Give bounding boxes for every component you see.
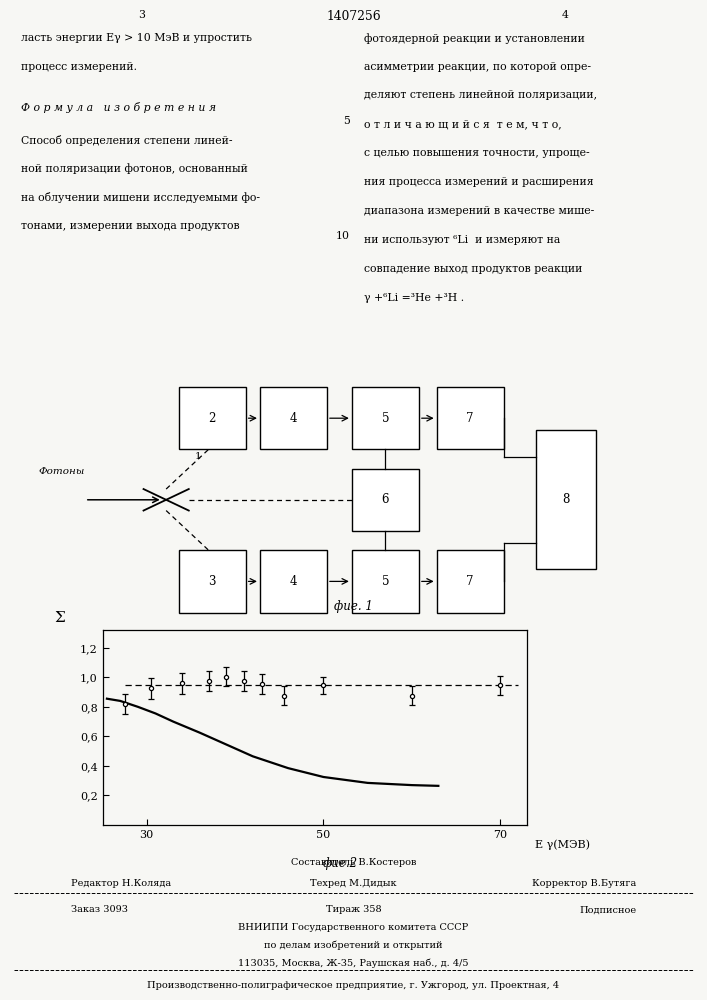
- Text: тонами, измерении выхода продуктов: тонами, измерении выхода продуктов: [21, 221, 240, 231]
- Text: 3: 3: [209, 575, 216, 588]
- Text: 5: 5: [343, 115, 350, 125]
- Text: 1407256: 1407256: [326, 10, 381, 23]
- Text: на облучении мишени исследуемыми фо-: на облучении мишени исследуемыми фо-: [21, 192, 260, 203]
- Text: с целью повышения точности, упроще-: с целью повышения точности, упроще-: [364, 148, 590, 158]
- Text: Подписное: Подписное: [579, 905, 636, 914]
- Text: Производственно-полиграфическое предприятие, г. Ужгород, ул. Проектная, 4: Производственно-полиграфическое предприя…: [148, 981, 559, 990]
- Text: 7: 7: [467, 575, 474, 588]
- Text: совпадение выход продуктов реакции: совпадение выход продуктов реакции: [364, 264, 583, 274]
- FancyBboxPatch shape: [260, 387, 327, 449]
- Text: 10: 10: [336, 231, 350, 241]
- Text: ласть энергии Eγ > 10 МэВ и упростить: ласть энергии Eγ > 10 МэВ и упростить: [21, 33, 252, 43]
- Text: процесс измерений.: процесс измерений.: [21, 62, 137, 72]
- Text: 4: 4: [562, 10, 569, 20]
- Text: 6: 6: [382, 493, 389, 506]
- Text: Корректор В.Бутяга: Корректор В.Бутяга: [532, 879, 636, 888]
- Text: γ +⁶Li =³He +³H .: γ +⁶Li =³He +³H .: [364, 293, 464, 303]
- Text: E γ(МЭВ): E γ(МЭВ): [535, 839, 590, 850]
- Text: 8: 8: [562, 493, 569, 506]
- Text: 113035, Москва, Ж-35, Раушская наб., д. 4/5: 113035, Москва, Ж-35, Раушская наб., д. …: [238, 959, 469, 968]
- Text: о т л и ч а ю щ и й с я  т е м, ч т о,: о т л и ч а ю щ и й с я т е м, ч т о,: [364, 119, 562, 129]
- Text: диапазона измерений в качестве мише-: диапазона измерений в качестве мише-: [364, 206, 595, 216]
- Text: ни используют ⁶Li  и измеряют на: ни используют ⁶Li и измеряют на: [364, 235, 561, 245]
- Text: ВНИИПИ Государственного комитета СССР: ВНИИПИ Государственного комитета СССР: [238, 923, 469, 932]
- FancyBboxPatch shape: [536, 430, 595, 569]
- FancyBboxPatch shape: [178, 550, 246, 613]
- Text: Редактор Н.Коляда: Редактор Н.Коляда: [71, 879, 171, 888]
- Text: ния процесса измерений и расширения: ния процесса измерений и расширения: [364, 177, 594, 187]
- Text: Техред М.Дидык: Техред М.Дидык: [310, 879, 397, 888]
- Text: Σ: Σ: [54, 611, 66, 625]
- Text: 2: 2: [209, 412, 216, 425]
- Text: 4: 4: [290, 575, 297, 588]
- FancyBboxPatch shape: [437, 550, 503, 613]
- FancyBboxPatch shape: [352, 550, 419, 613]
- Text: Составитель В.Костеров: Составитель В.Костеров: [291, 858, 416, 867]
- Text: 4: 4: [290, 412, 297, 425]
- Text: Тираж 358: Тираж 358: [326, 905, 381, 914]
- FancyBboxPatch shape: [178, 387, 246, 449]
- Text: деляют степень линейной поляризации,: деляют степень линейной поляризации,: [364, 90, 597, 100]
- Text: Ф о р м у л а   и з о б р е т е н и я: Ф о р м у л а и з о б р е т е н и я: [21, 102, 216, 113]
- Text: Способ определения степени линей-: Способ определения степени линей-: [21, 135, 233, 146]
- Text: фотоядерной реакции и установлении: фотоядерной реакции и установлении: [364, 33, 585, 44]
- Text: 5: 5: [382, 412, 389, 425]
- Text: 7: 7: [467, 412, 474, 425]
- Text: 3: 3: [138, 10, 145, 20]
- FancyBboxPatch shape: [352, 387, 419, 449]
- Text: фие.2: фие.2: [322, 857, 358, 870]
- Text: по делам изобретений и открытий: по делам изобретений и открытий: [264, 941, 443, 950]
- Text: Заказ 3093: Заказ 3093: [71, 905, 128, 914]
- FancyBboxPatch shape: [437, 387, 503, 449]
- Text: ной поляризации фотонов, основанный: ной поляризации фотонов, основанный: [21, 164, 248, 174]
- Text: 1: 1: [194, 452, 201, 461]
- FancyBboxPatch shape: [352, 469, 419, 531]
- Text: 5: 5: [382, 575, 389, 588]
- Text: асимметрии реакции, по которой опре-: асимметрии реакции, по которой опре-: [364, 62, 591, 72]
- FancyBboxPatch shape: [260, 550, 327, 613]
- Text: Фотоны: Фотоны: [39, 466, 86, 476]
- Text: фие. 1: фие. 1: [334, 600, 373, 613]
